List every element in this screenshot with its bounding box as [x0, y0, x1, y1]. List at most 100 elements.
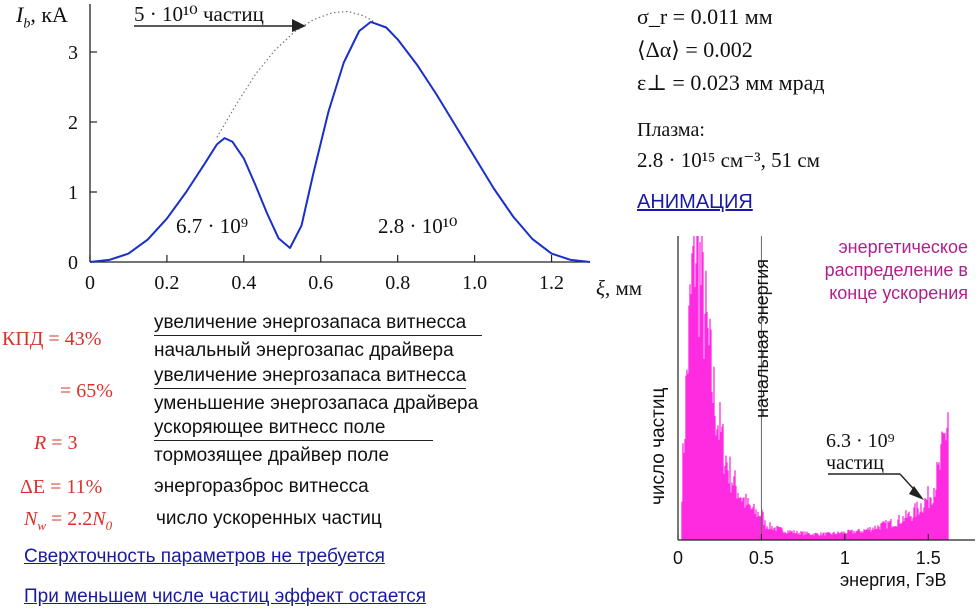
- histogram-bar: [719, 402, 721, 540]
- histogram-bar: [804, 531, 806, 540]
- histogram-bar: [688, 305, 690, 540]
- histogram-bar: [836, 533, 838, 540]
- histogram-bar: [701, 236, 703, 540]
- main-chart-ylabel: Ib, кА: [16, 2, 68, 32]
- histogram-bar: [935, 489, 937, 540]
- main-chart-series: [89, 10, 591, 263]
- histogram-bar: [743, 497, 745, 540]
- histogram-bar: [857, 529, 859, 540]
- histogram-bar: [707, 327, 709, 540]
- histogram-bar: [789, 530, 791, 540]
- histogram-bar: [907, 513, 909, 540]
- histogram-bar: [764, 520, 766, 540]
- histogram-bar: [732, 485, 734, 540]
- histogram-bar: [875, 528, 877, 540]
- param-emittance: ε⊥ = 0.023 мм мрад: [637, 70, 825, 95]
- histogram-bar: [778, 526, 780, 540]
- histogram-bar: [937, 464, 939, 540]
- main-y-tick-label: 3: [68, 42, 78, 64]
- histogram-bar: [947, 412, 949, 540]
- histogram-bar: [828, 532, 830, 540]
- histogram-bar: [696, 236, 698, 540]
- histogram-bar: [759, 516, 761, 540]
- histogram-bar: [886, 528, 888, 540]
- histogram-ticks: 0 0.5 1 1.5: [673, 534, 941, 568]
- histogram-bar: [791, 530, 793, 540]
- histogram-bar: [922, 512, 924, 540]
- histogram-bar: [709, 318, 711, 540]
- histogram-bar: [905, 510, 907, 540]
- histogram-bar: [780, 527, 782, 540]
- histogram-bar: [882, 521, 884, 540]
- histogram-bar: [826, 532, 828, 540]
- histogram-bar: [813, 535, 815, 540]
- histogram-bar: [913, 507, 915, 540]
- histogram-bar: [718, 439, 720, 540]
- histogram-bar: [876, 528, 878, 540]
- histogram-bar: [724, 465, 726, 540]
- histogram-bar: [938, 462, 940, 540]
- histogram-bar: [742, 497, 744, 540]
- histogram-bar: [774, 527, 776, 540]
- histogram-bar: [788, 532, 790, 540]
- histogram-bar: [702, 252, 704, 541]
- histogram-bar: [727, 470, 729, 540]
- main-y-tick-label: 0: [68, 252, 78, 274]
- histogram-bar: [873, 529, 875, 540]
- histogram-bar: [888, 522, 890, 540]
- histogram-bar: [712, 403, 714, 540]
- transformer-ratio-label: R = 3: [34, 432, 78, 454]
- histogram-bar: [910, 516, 912, 540]
- histogram-bar: [805, 534, 807, 540]
- histogram-bar: [723, 473, 725, 540]
- precision-link[interactable]: Сверхточность параметров не требуется: [24, 546, 385, 567]
- histogram-bar: [856, 531, 858, 540]
- fewer-particles-link[interactable]: При меньшем числе частиц эффект остается: [24, 586, 427, 607]
- histogram-bar: [725, 455, 727, 540]
- histogram-bar: [735, 485, 737, 540]
- histogram-bar: [762, 511, 764, 540]
- histogram-bar: [741, 501, 743, 540]
- histogram-bar: [755, 509, 757, 540]
- histogram-bar: [710, 329, 712, 540]
- histogram-bar: [847, 529, 849, 540]
- histogram-bar: [885, 520, 887, 540]
- histogram-bar: [715, 435, 717, 540]
- histogram-bar: [893, 526, 895, 540]
- histogram-bar: [808, 532, 810, 540]
- histogram-bar: [812, 533, 814, 540]
- histogram-bar: [834, 533, 836, 540]
- histogram-bar: [763, 524, 765, 540]
- main-y-tick-label: 1: [68, 182, 78, 204]
- histogram-bar: [770, 528, 772, 540]
- histogram-bar: [776, 525, 778, 540]
- histogram-bar: [736, 498, 738, 540]
- histogram-bar: [915, 516, 917, 540]
- total-particles-annotation: 5 · 10¹⁰ частиц: [134, 2, 264, 26]
- histogram-bar: [945, 440, 947, 540]
- efficiency-denominator-1: начальный энергозапас драйвера: [154, 340, 454, 361]
- transformer-ratio-denominator: тормозящее драйвер поле: [154, 445, 390, 466]
- histogram-bar: [760, 515, 762, 540]
- histogram-bar: [867, 527, 869, 540]
- histogram-bar: [835, 534, 837, 540]
- animation-link[interactable]: АНИМАЦИЯ: [637, 191, 753, 213]
- histogram-bar: [772, 530, 774, 540]
- histogram-bar: [820, 532, 822, 540]
- param-sigma: σ_r = 0.011 мм: [637, 4, 773, 29]
- histogram-bar: [825, 532, 827, 540]
- histogram-bar: [863, 529, 865, 540]
- total-particles-arrow: [134, 19, 306, 32]
- histogram-bar: [855, 531, 857, 540]
- histogram-bar: [704, 313, 706, 540]
- histogram-bar: [777, 526, 779, 540]
- witness-particles-arrow: [828, 473, 924, 500]
- histogram-bar: [944, 432, 946, 540]
- histogram-bar: [738, 498, 740, 540]
- left-bunch-annotation: 6.7 · 10⁹: [176, 214, 249, 238]
- histogram-bar: [934, 496, 936, 540]
- histogram-bar: [681, 501, 683, 540]
- histogram-bar: [837, 531, 839, 540]
- histogram-bar: [790, 531, 792, 540]
- histogram-bar: [810, 534, 812, 540]
